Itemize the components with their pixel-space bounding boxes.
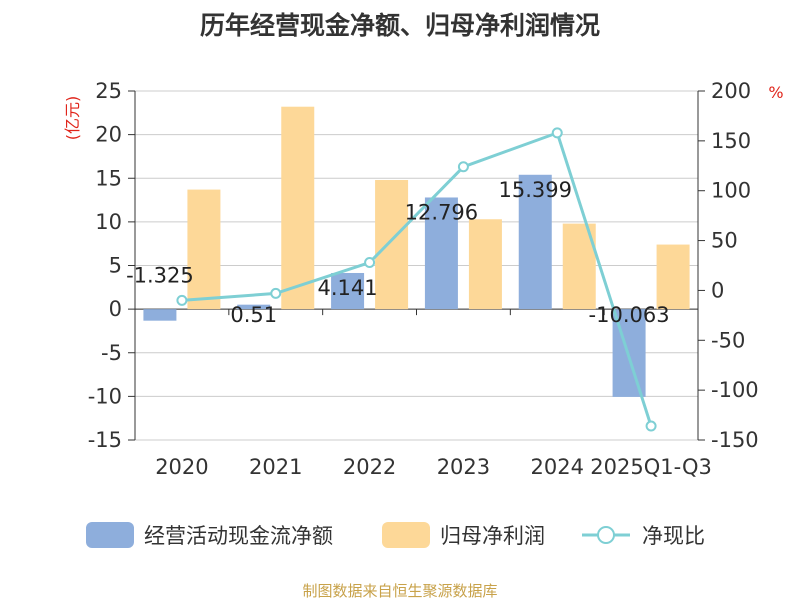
- data-source: 制图数据来自恒生聚源数据库: [302, 582, 497, 600]
- cashflow-value-label: 12.796: [405, 200, 478, 224]
- left-tick-label: 10: [95, 210, 122, 234]
- right-tick-label: 100: [711, 179, 751, 203]
- data-labels: -1.325 0.51 4.141 12.796 15.399 -10.063: [126, 178, 670, 327]
- right-tick-label: -50: [711, 328, 745, 352]
- right-tick-label: 50: [711, 229, 738, 253]
- right-tick-label: 150: [711, 129, 751, 153]
- net-profit-bar: [468, 219, 502, 310]
- net-profit-bar: [187, 189, 221, 310]
- net-profit-bar: [281, 106, 315, 310]
- left-tick-label: -10: [88, 384, 122, 408]
- cashflow-value-label: 0.51: [230, 303, 277, 327]
- left-tick-label: 15: [95, 166, 122, 190]
- cashflow-value-label: 15.399: [499, 178, 572, 202]
- left-tick-label: -15: [88, 428, 122, 452]
- bars: [143, 106, 690, 397]
- chart-title: 历年经营现金净额、归母净利润情况: [200, 11, 600, 40]
- x-tick-label: 2021: [249, 455, 302, 479]
- ratio-point: [457, 161, 469, 173]
- left-tick-label: 0: [109, 297, 122, 321]
- legend[interactable]: 经营活动现金流净额 归母净利润 净现比: [86, 522, 705, 548]
- ratio-point: [364, 257, 376, 269]
- left-tick-label: 20: [95, 123, 122, 147]
- ratio-point: [270, 287, 282, 299]
- right-tick-label: 200: [711, 79, 751, 103]
- right-tick-label: -100: [711, 378, 759, 402]
- legend-label-net-profit: 归母净利润: [440, 524, 545, 548]
- cashflow-value-label: -10.063: [589, 303, 670, 327]
- right-tick-label: -150: [711, 428, 759, 452]
- ratio-point: [551, 127, 563, 139]
- legend-swatch-cashflow: [86, 522, 134, 548]
- legend-label-ratio: 净现比: [642, 524, 705, 548]
- cashflow-bar: [424, 197, 458, 310]
- left-tick-label: 25: [95, 79, 122, 103]
- x-tick-label: 2022: [343, 455, 396, 479]
- ratio-point: [645, 420, 657, 432]
- legend-label-cashflow: 经营活动现金流净额: [144, 524, 333, 548]
- x-tick-label: 2020: [155, 455, 208, 479]
- axes: 2520151050-5-10-15200150100500-50-100-15…: [88, 79, 759, 479]
- net-profit-bar: [375, 179, 409, 310]
- net-profit-bar: [656, 244, 690, 310]
- right-tick-label: 0: [711, 278, 724, 302]
- cashflow-bar: [143, 309, 177, 321]
- x-tick-label: 2024: [531, 455, 584, 479]
- legend-swatch-net-profit: [382, 522, 430, 548]
- cashflow-bar: [237, 304, 271, 310]
- ratio-polyline: [181, 130, 653, 427]
- x-tick-label: 2023: [437, 455, 490, 479]
- right-axis-unit: %: [768, 83, 783, 102]
- ratio-point: [176, 294, 188, 306]
- cashflow-value-label: 4.141: [318, 276, 378, 300]
- legend-marker-ratio: [597, 526, 615, 544]
- left-axis-unit: (亿元): [63, 96, 82, 141]
- ratio-line: [176, 127, 657, 432]
- cashflow-bar: [331, 272, 365, 310]
- left-tick-label: 5: [109, 254, 122, 278]
- cashflow-bar: [518, 174, 552, 310]
- left-tick-label: -5: [101, 341, 122, 365]
- cashflow-value-label: -1.325: [126, 264, 194, 288]
- x-tick-label: 2025Q1-Q3: [590, 455, 712, 479]
